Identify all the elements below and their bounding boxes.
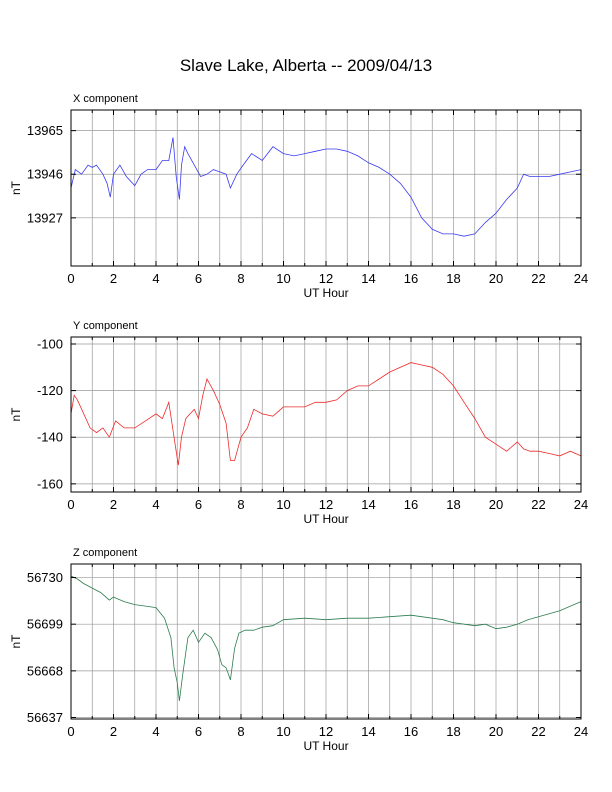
y-tick-label: 56699 bbox=[27, 617, 63, 632]
y-tick-label: -160 bbox=[37, 476, 63, 491]
panel-label: Y component bbox=[73, 320, 138, 332]
y-tick-label: 56637 bbox=[27, 710, 63, 725]
x-tick-label: 24 bbox=[574, 497, 588, 512]
x-tick-label: 14 bbox=[361, 271, 375, 286]
x-tick-label: 14 bbox=[361, 497, 375, 512]
x-tick-label: 24 bbox=[574, 271, 588, 286]
x-tick-label: 4 bbox=[152, 497, 159, 512]
x-tick-label: 18 bbox=[446, 724, 460, 739]
y-axis-label: nT bbox=[9, 634, 23, 649]
y-tick-label: 13927 bbox=[27, 210, 63, 225]
x-tick-label: 0 bbox=[67, 497, 74, 512]
x-tick-label: 22 bbox=[531, 271, 545, 286]
x-axis-label: UT Hour bbox=[303, 286, 348, 300]
x-tick-label: 14 bbox=[361, 724, 375, 739]
y-axis-label: nT bbox=[9, 407, 23, 422]
x-tick-label: 22 bbox=[531, 724, 545, 739]
x-tick-label: 8 bbox=[237, 271, 244, 286]
x-tick-label: 2 bbox=[110, 724, 117, 739]
x-tick-label: 12 bbox=[319, 724, 333, 739]
y-tick-label: 13946 bbox=[27, 167, 63, 182]
y-axis-label: nT bbox=[9, 180, 23, 195]
y-tick-label: 13965 bbox=[27, 123, 63, 138]
x-tick-label: 4 bbox=[152, 724, 159, 739]
series-line bbox=[70, 362, 582, 466]
x-axis-label: UT Hour bbox=[303, 512, 348, 526]
chart-panel-3: 0 2 4 6 8 10 12 14 16 18 20 22 245663756668566995673… bbox=[9, 547, 588, 753]
y-tick-label: -120 bbox=[37, 383, 63, 398]
x-tick-label: 10 bbox=[276, 724, 290, 739]
x-tick-label: 12 bbox=[319, 497, 333, 512]
x-tick-label: 2 bbox=[110, 497, 117, 512]
x-tick-label: 16 bbox=[404, 724, 418, 739]
panel-label: Z component bbox=[73, 547, 137, 559]
x-tick-label: 0 bbox=[67, 271, 74, 286]
x-tick-label: 20 bbox=[489, 271, 503, 286]
x-tick-label: 6 bbox=[195, 497, 202, 512]
x-tick-label: 18 bbox=[446, 497, 460, 512]
x-tick-label: 24 bbox=[574, 724, 588, 739]
x-tick-label: 6 bbox=[195, 271, 202, 286]
x-tick-label: 6 bbox=[195, 724, 202, 739]
y-tick-label: 56668 bbox=[27, 663, 63, 678]
x-tick-label: 4 bbox=[152, 271, 159, 286]
series-line bbox=[70, 575, 582, 701]
chart-title: Slave Lake, Alberta -- 2009/04/13 bbox=[179, 56, 433, 75]
x-tick-label: 16 bbox=[404, 271, 418, 286]
series-line bbox=[70, 137, 582, 237]
x-tick-label: 0 bbox=[67, 724, 74, 739]
y-tick-label: 56730 bbox=[27, 570, 63, 585]
x-tick-label: 8 bbox=[237, 497, 244, 512]
x-tick-label: 12 bbox=[319, 271, 333, 286]
x-axis-label: UT Hour bbox=[303, 739, 348, 753]
x-tick-label: 10 bbox=[276, 271, 290, 286]
x-tick-label: 20 bbox=[489, 497, 503, 512]
x-tick-label: 2 bbox=[110, 271, 117, 286]
panel-label: X component bbox=[73, 93, 138, 105]
x-tick-label: 18 bbox=[446, 271, 460, 286]
x-tick-label: 20 bbox=[489, 724, 503, 739]
x-tick-label: 10 bbox=[276, 497, 290, 512]
y-tick-label: -100 bbox=[37, 336, 63, 351]
x-tick-label: 16 bbox=[404, 497, 418, 512]
x-tick-label: 22 bbox=[531, 497, 545, 512]
x-tick-label: 8 bbox=[237, 724, 244, 739]
y-tick-label: -140 bbox=[37, 430, 63, 445]
